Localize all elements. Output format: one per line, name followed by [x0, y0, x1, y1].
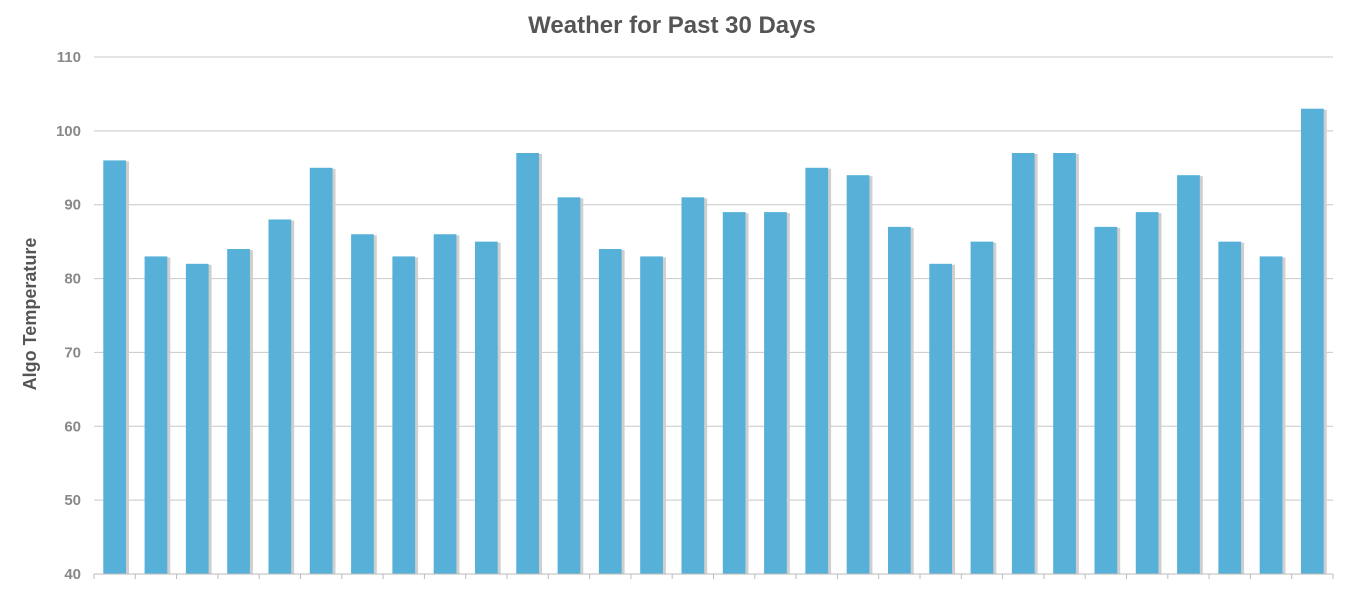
bar — [929, 263, 953, 574]
y-tick-label: 110 — [57, 49, 81, 66]
bar — [103, 160, 127, 574]
bar-group — [392, 256, 419, 574]
bar-group — [764, 212, 790, 574]
y-tick-label: 50 — [64, 492, 81, 509]
y-tick-label: 70 — [64, 344, 81, 361]
bar — [681, 197, 705, 575]
bar-group — [1218, 241, 1245, 574]
bar — [846, 175, 870, 574]
y-tick-label: 100 — [56, 123, 81, 140]
bar — [887, 226, 911, 574]
bar — [1053, 153, 1076, 574]
bar-group — [309, 167, 336, 575]
bar-group — [474, 241, 501, 574]
bar-group — [846, 175, 873, 574]
bar-group — [929, 263, 956, 574]
bars — [103, 108, 1327, 575]
y-axis-label: Algo Temperature — [20, 238, 40, 391]
bar-group — [1094, 226, 1121, 574]
bar-group — [103, 160, 130, 574]
y-axis-ticks: 40 50 60 70 80 90 100 110 — [56, 49, 81, 583]
bar-group — [1053, 153, 1079, 574]
bar-group — [227, 249, 253, 574]
y-tick-label: 40 — [64, 566, 81, 583]
bar — [392, 256, 416, 574]
bar — [1177, 175, 1200, 574]
y-tick-label: 90 — [64, 197, 81, 214]
y-tick-label: 60 — [64, 418, 81, 435]
bar — [185, 263, 209, 574]
bar — [351, 234, 374, 574]
bar-group — [970, 241, 997, 574]
bar — [722, 212, 746, 574]
bar — [433, 234, 457, 574]
bar-group — [1177, 175, 1203, 574]
bar-group — [598, 249, 625, 574]
bar-group — [640, 256, 666, 574]
bar-group — [1135, 212, 1162, 574]
bar-group — [557, 197, 584, 575]
bar — [474, 241, 498, 574]
bar — [227, 249, 250, 574]
bar — [598, 249, 622, 574]
bar-group — [144, 256, 171, 574]
bar — [309, 167, 333, 575]
bar-group — [185, 263, 212, 574]
bar-group — [516, 153, 543, 574]
bar-group — [351, 234, 377, 574]
bar-group — [722, 212, 749, 574]
bar-group — [681, 197, 708, 575]
bar — [1094, 226, 1118, 574]
x-axis — [93, 573, 1334, 579]
bar — [1011, 153, 1035, 574]
bar — [1300, 108, 1324, 574]
bar-group — [268, 219, 295, 574]
bar — [1135, 212, 1159, 574]
bar-group — [887, 226, 914, 574]
bar — [557, 197, 581, 575]
bar — [1259, 256, 1283, 574]
bar-group — [805, 167, 832, 575]
bar — [1218, 241, 1242, 574]
bar — [970, 241, 994, 574]
gridlines — [94, 56, 1333, 501]
bar — [640, 256, 663, 574]
bar-group — [1259, 256, 1286, 574]
bar — [144, 256, 168, 574]
bar — [764, 212, 787, 574]
bar-group — [1300, 108, 1327, 574]
bar — [516, 153, 540, 574]
bar-group — [1011, 153, 1038, 574]
chart-title: Weather for Past 30 Days — [528, 12, 816, 39]
y-tick-label: 80 — [64, 271, 81, 288]
bar — [268, 219, 292, 574]
bar-group — [433, 234, 460, 574]
bar — [805, 167, 829, 575]
